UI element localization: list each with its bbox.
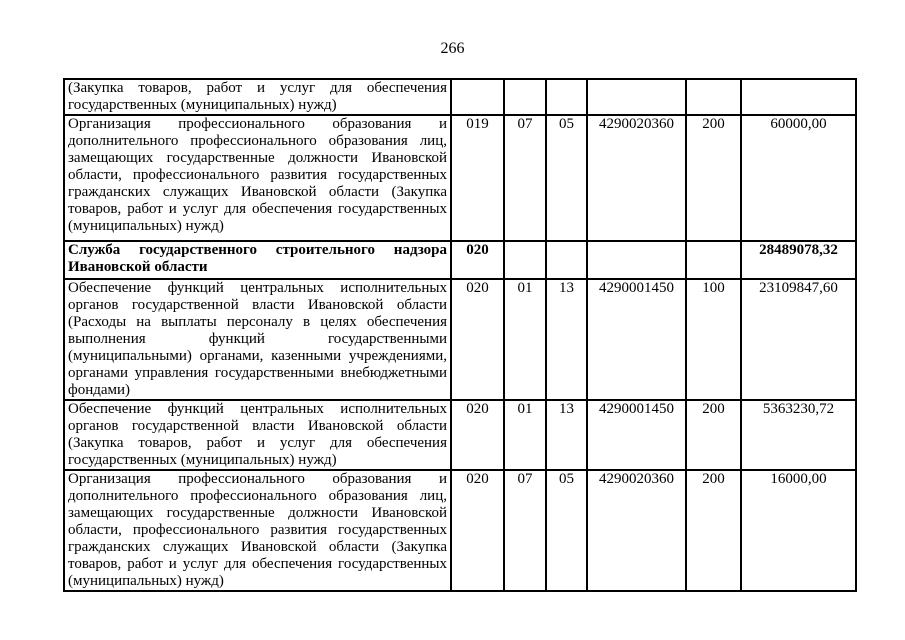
table-row: Обеспечение функций центральных исполнит… (63, 399, 857, 471)
target-article-cell (586, 78, 687, 116)
amount-cell: 5363230,72 (740, 399, 857, 471)
gvr-code-cell (450, 78, 505, 116)
budget-table: (Закупка товаров, работ и услуг для обес… (63, 78, 857, 592)
target-article-cell: 4290020360 (586, 114, 687, 242)
subsection-code-cell (545, 78, 588, 116)
section-code-cell (503, 240, 547, 280)
amount-cell: 23109847,60 (740, 278, 857, 401)
gvr-code-cell: 020 (450, 469, 505, 592)
target-article-cell: 4290001450 (586, 278, 687, 401)
subsection-code-cell: 05 (545, 469, 588, 592)
expense-type-cell: 100 (685, 278, 742, 401)
expense-type-cell: 200 (685, 399, 742, 471)
gvr-code-cell: 020 (450, 399, 505, 471)
table-row: Организация профессионального образовани… (63, 469, 857, 592)
table-row: (Закупка товаров, работ и услуг для обес… (63, 78, 857, 116)
expense-type-cell: 200 (685, 114, 742, 242)
expense-type-cell (685, 240, 742, 280)
subsection-code-cell (545, 240, 588, 280)
row-description-cell: Организация профессионального образовани… (63, 114, 452, 242)
target-article-cell: 4290001450 (586, 399, 687, 471)
gvr-code-cell: 020 (450, 240, 505, 280)
section-code-cell: 01 (503, 278, 547, 401)
table-row: Организация профессионального образовани… (63, 114, 857, 242)
subsection-code-cell: 13 (545, 278, 588, 401)
amount-cell: 16000,00 (740, 469, 857, 592)
target-article-cell (586, 240, 687, 280)
section-code-cell: 01 (503, 399, 547, 471)
row-description-cell: (Закупка товаров, работ и услуг для обес… (63, 78, 452, 116)
subsection-code-cell: 05 (545, 114, 588, 242)
row-description-cell: Организация профессионального образовани… (63, 469, 452, 592)
subsection-code-cell: 13 (545, 399, 588, 471)
table-row: Служба государственного строительного на… (63, 240, 857, 280)
gvr-code-cell: 019 (450, 114, 505, 242)
table-row: Обеспечение функций центральных исполнит… (63, 278, 857, 401)
page-number: 266 (440, 40, 465, 57)
amount-cell: 28489078,32 (740, 240, 857, 280)
expense-type-cell: 200 (685, 469, 742, 592)
section-code-cell: 07 (503, 114, 547, 242)
row-description-cell: Служба государственного строительного на… (63, 240, 452, 280)
amount-cell (740, 78, 857, 116)
section-code-cell (503, 78, 547, 116)
expense-type-cell (685, 78, 742, 116)
amount-cell: 60000,00 (740, 114, 857, 242)
row-description-cell: Обеспечение функций центральных исполнит… (63, 399, 452, 471)
row-description-cell: Обеспечение функций центральных исполнит… (63, 278, 452, 401)
section-code-cell: 07 (503, 469, 547, 592)
target-article-cell: 4290020360 (586, 469, 687, 592)
gvr-code-cell: 020 (450, 278, 505, 401)
